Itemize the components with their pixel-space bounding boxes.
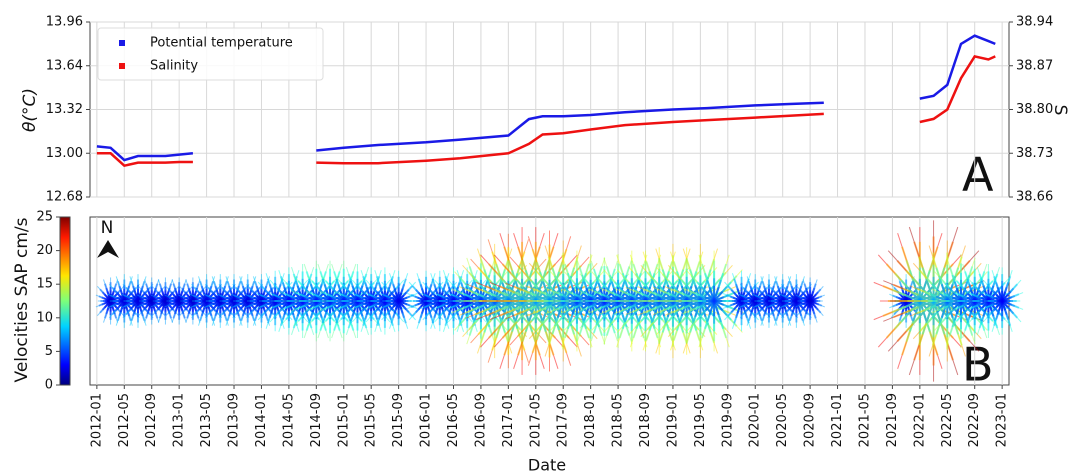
x-tick-label: 2013-09	[227, 393, 242, 447]
colorbar-tick-label: 10	[36, 310, 53, 325]
x-tick-label: 2019-05	[693, 393, 708, 447]
y2-tick-label: 38.66	[1016, 190, 1053, 205]
velocity-sticks	[150, 277, 181, 325]
y2-tick-label: 38.94	[1016, 15, 1053, 30]
velocity-sticks	[189, 274, 224, 328]
x-tick-label: 2017-01	[501, 393, 516, 447]
x-tick-label: 2023-01	[995, 393, 1010, 447]
velocity-sticks	[722, 270, 761, 332]
y-tick-label: 13.00	[46, 146, 83, 161]
x-tick-label: 2012-09	[144, 393, 159, 447]
x-tick-label: 2014-05	[281, 393, 296, 447]
x-tick-label: 2015-09	[391, 393, 406, 447]
colorbar-tick-label: 0	[45, 378, 53, 393]
colorbar	[59, 216, 71, 386]
x-tick-label: 2016-05	[446, 393, 461, 447]
colorbar-tick-label: 5	[45, 344, 53, 359]
x-tick-label: 2022-09	[967, 393, 982, 447]
colorbar-tick-label: 20	[36, 243, 53, 258]
velocity-sticks	[379, 270, 418, 332]
north-arrow	[97, 240, 119, 258]
legend-marker	[119, 40, 125, 46]
velocity-sticks	[682, 250, 746, 352]
y-tick-label: 12.68	[46, 190, 83, 205]
colorbar-tick-label: 15	[36, 277, 53, 292]
x-tick-label: 2017-09	[556, 393, 571, 447]
velocity-sticks	[136, 277, 167, 325]
x-tick-label: 2013-01	[172, 393, 187, 447]
data-line	[96, 54, 996, 168]
x-tick-label: 2022-01	[912, 393, 927, 447]
colorbar-label: Velocities SAP cm/s	[12, 217, 32, 382]
legend-label: Salinity	[150, 59, 198, 74]
x-tick-label: 2018-05	[611, 393, 626, 447]
x-tick-label: 2015-01	[336, 393, 351, 447]
x-tick-label: 2018-09	[638, 393, 653, 447]
y2-tick-label: 38.87	[1016, 58, 1053, 73]
x-axis-label: Date	[528, 456, 566, 475]
x-tick-label: 2012-05	[117, 393, 132, 447]
panel-label: A	[962, 148, 994, 202]
x-tick-label: 2021-05	[857, 393, 872, 447]
velocity-sticks	[765, 274, 800, 328]
velocity-sticks	[795, 277, 825, 325]
data-line	[96, 34, 996, 162]
y-tick-label: 13.96	[46, 15, 83, 30]
x-tick-label: 2014-09	[309, 393, 324, 447]
x-tick-label: 2012-01	[89, 393, 104, 447]
velocity-sticks	[230, 274, 265, 328]
x-tick-label: 2019-01	[665, 393, 680, 447]
legend-marker	[119, 63, 125, 69]
legend-label: Potential temperature	[150, 36, 293, 51]
x-tick-label: 2018-01	[583, 393, 598, 447]
x-tick-label: 2015-05	[364, 393, 379, 447]
x-tick-label: 2021-09	[885, 393, 900, 447]
y2-tick-label: 38.73	[1016, 146, 1053, 161]
y2-axis-label: S	[1050, 105, 1070, 116]
colorbar-tick-label: 25	[36, 210, 53, 225]
x-tick-label: 2016-01	[419, 393, 434, 447]
x-tick-label: 2014-01	[254, 393, 269, 447]
x-tick-label: 2019-09	[720, 393, 735, 447]
x-tick-label: 2017-05	[528, 393, 543, 447]
x-tick-label: 2016-09	[473, 393, 488, 447]
x-tick-label: 2020-01	[748, 393, 763, 447]
x-tick-label: 2021-01	[830, 393, 845, 447]
north-label: N	[101, 218, 114, 238]
x-tick-label: 2020-09	[803, 393, 818, 447]
y-axis-label: θ(°C)	[20, 88, 40, 132]
y-tick-label: 13.64	[46, 58, 83, 73]
velocity-sticks	[981, 267, 1024, 335]
x-tick-label: 2022-05	[940, 393, 955, 447]
panel-label: B	[962, 338, 994, 392]
x-tick-label: 2013-05	[199, 393, 214, 447]
y-tick-label: 13.32	[46, 102, 83, 117]
legend-box	[97, 27, 324, 81]
x-tick-label: 2020-05	[775, 393, 790, 447]
y2-tick-label: 38.80	[1016, 102, 1053, 117]
